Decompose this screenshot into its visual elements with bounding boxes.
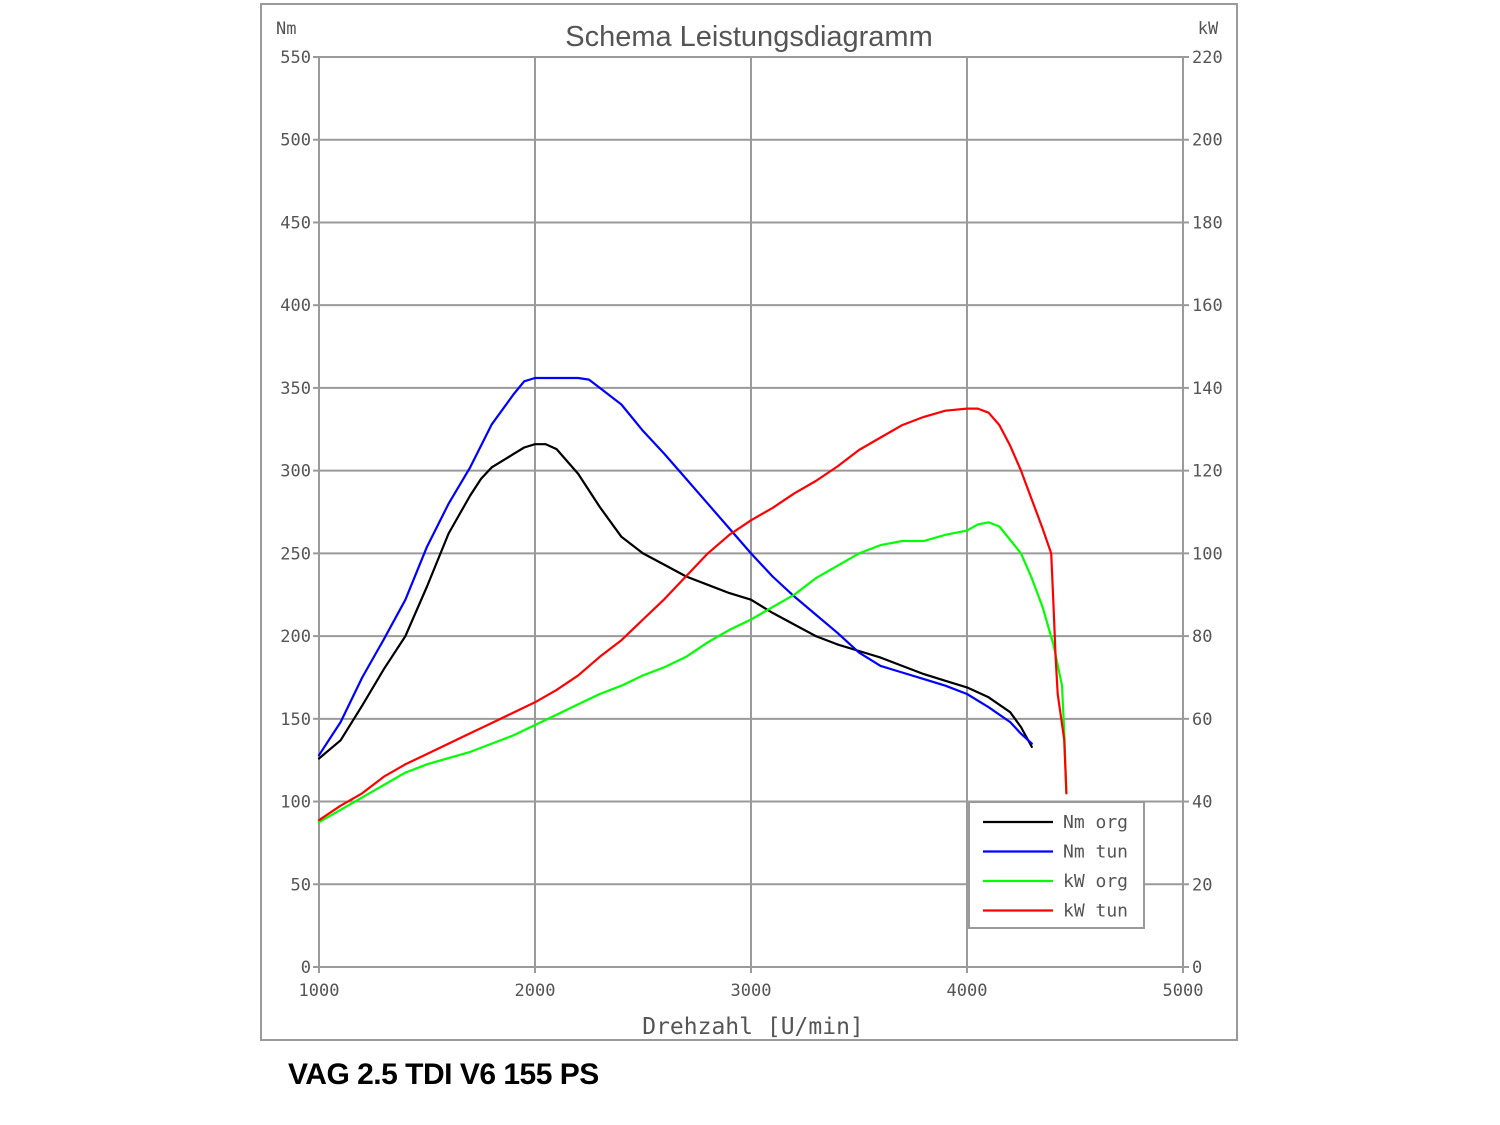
- chart-frame: Schema Leistungsdiagramm Nm kW Drehzahl …: [260, 3, 1238, 1041]
- y-tick-right: 60: [1192, 710, 1212, 730]
- series-lines: [317, 376, 1068, 824]
- y-tick-right: 160: [1192, 296, 1223, 316]
- y-tick-left: 100: [280, 793, 311, 813]
- y-tick-left: 450: [280, 213, 311, 233]
- legend-label: Nm org: [1063, 812, 1128, 833]
- legend-label: kW tun: [1063, 901, 1128, 922]
- y-tick-right: 20: [1192, 875, 1212, 895]
- y-tick-right: 0: [1192, 958, 1202, 978]
- grid: [313, 56, 1189, 973]
- y-tick-left: 350: [280, 379, 311, 399]
- chart-title: Schema Leistungsdiagramm: [565, 21, 933, 53]
- legend-label: Nm tun: [1063, 842, 1128, 863]
- x-axis-label: Drehzahl [U/min]: [642, 1014, 864, 1039]
- y-tick-right: 140: [1192, 379, 1223, 399]
- tick-labels: 0 0 50 20 100 40 150 60 200 80 250 100 300 120 350 140 4…: [280, 48, 1222, 1001]
- y-tick-right: 100: [1192, 544, 1223, 564]
- y-tick-right: 220: [1192, 48, 1223, 68]
- series-line-nm-tun: [317, 376, 1033, 757]
- y-tick-right: 120: [1192, 462, 1223, 482]
- y-tick-left: 50: [291, 875, 311, 895]
- y-tick-left: 500: [280, 131, 311, 151]
- y-tick-right: 180: [1192, 213, 1223, 233]
- y-tick-right: 40: [1192, 793, 1212, 813]
- series-line-nm-org: [317, 443, 1033, 760]
- x-tick: 4000: [947, 981, 988, 1001]
- y-tick-left: 150: [280, 710, 311, 730]
- y-tick-left: 300: [280, 462, 311, 482]
- y-tick-right: 200: [1192, 131, 1223, 151]
- y-tick-right: 80: [1192, 627, 1212, 647]
- y-tick-left: 250: [280, 544, 311, 564]
- x-tick: 2000: [515, 981, 556, 1001]
- series-line-kw-org: [317, 521, 1068, 824]
- engine-caption: VAG 2.5 TDI V6 155 PS: [288, 1058, 599, 1091]
- x-tick: 3000: [731, 981, 772, 1001]
- series-line-kw-tun: [317, 407, 1068, 822]
- y-tick-left: 200: [280, 627, 311, 647]
- y-axis-left-label: Nm: [276, 19, 296, 39]
- y-tick-left: 400: [280, 296, 311, 316]
- y-tick-left: 550: [280, 48, 311, 68]
- power-chart: Schema Leistungsdiagramm Nm kW Drehzahl …: [276, 19, 1223, 1039]
- y-tick-left: 0: [301, 958, 311, 978]
- legend-label: kW org: [1063, 871, 1128, 892]
- x-tick: 1000: [299, 981, 340, 1001]
- y-axis-right-label: kW: [1198, 19, 1219, 39]
- x-tick: 5000: [1163, 981, 1204, 1001]
- legend: Nm org Nm tun kW org kW tun: [968, 801, 1145, 929]
